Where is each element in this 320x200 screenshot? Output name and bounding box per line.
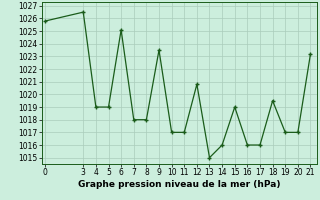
- X-axis label: Graphe pression niveau de la mer (hPa): Graphe pression niveau de la mer (hPa): [78, 180, 280, 189]
